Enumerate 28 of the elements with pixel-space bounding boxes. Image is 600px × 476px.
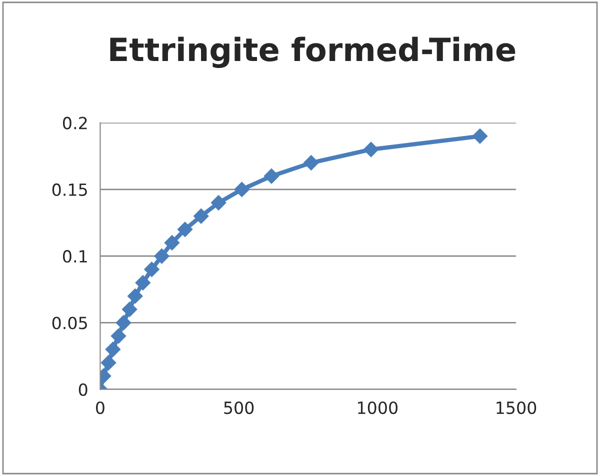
point bbox=[210, 194, 226, 211]
y-tick-label: 0.1 bbox=[62, 250, 87, 263]
point bbox=[193, 208, 209, 224]
point bbox=[177, 222, 193, 238]
point bbox=[234, 182, 250, 198]
point bbox=[144, 262, 160, 278]
x-tick-label: 500 bbox=[224, 401, 254, 414]
point bbox=[264, 168, 280, 184]
y-tick-label: 0.05 bbox=[52, 316, 87, 330]
point bbox=[135, 274, 151, 291]
y-tick-label: 0.2 bbox=[62, 116, 87, 130]
x-tick-label: 0 bbox=[96, 401, 104, 414]
point bbox=[100, 354, 116, 371]
point bbox=[105, 342, 121, 358]
point bbox=[154, 248, 170, 264]
y-tick-label: 0 bbox=[78, 383, 88, 396]
point bbox=[363, 142, 379, 158]
x-tick-label: 1500 bbox=[496, 401, 536, 414]
point bbox=[303, 154, 320, 171]
y-tick-label: 0.15 bbox=[52, 183, 87, 196]
point bbox=[472, 128, 488, 144]
point bbox=[164, 234, 180, 251]
chart-title: Ettringite formed-Time bbox=[110, 36, 516, 68]
point bbox=[127, 288, 143, 304]
x-tick-label: 1000 bbox=[358, 401, 398, 414]
point bbox=[110, 328, 126, 344]
point bbox=[116, 314, 132, 331]
point bbox=[122, 302, 138, 318]
